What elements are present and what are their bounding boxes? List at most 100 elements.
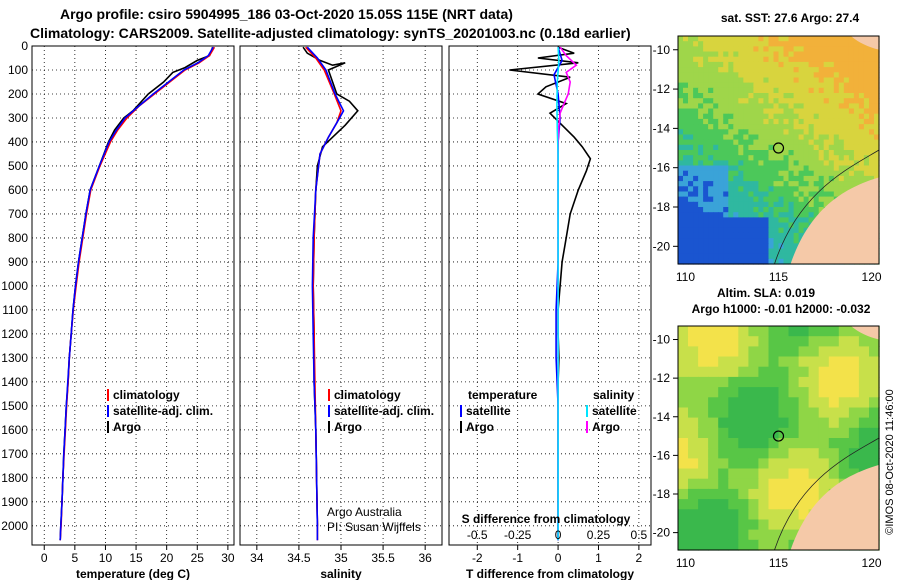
map-cell: [773, 191, 780, 198]
map-cell: [823, 155, 830, 161]
map-cell: [713, 253, 719, 260]
map-cell: [708, 519, 719, 531]
map-cell: [858, 155, 865, 161]
map-cell: [793, 207, 800, 213]
map-cell: [778, 108, 785, 115]
map-cell: [728, 509, 739, 521]
map-cell: [748, 509, 760, 521]
map-cell: [738, 488, 749, 500]
map-cell: [693, 243, 699, 250]
map-cell: [863, 144, 870, 151]
map-cell: [863, 82, 870, 89]
map-cell: [808, 118, 815, 125]
map-cell: [683, 181, 689, 187]
map-cell: [748, 87, 754, 94]
map-cell: [788, 227, 795, 234]
map-cell: [788, 129, 795, 136]
map-cell: [723, 72, 729, 79]
map-cell: [863, 72, 870, 79]
map-cell: [798, 41, 805, 47]
map-cell: [838, 336, 850, 347]
map-cell: [708, 407, 719, 419]
map-cell: [813, 61, 820, 68]
map-cell: [788, 124, 795, 130]
map-cell: [718, 46, 724, 53]
map-cell: [808, 139, 815, 146]
map-cell: [738, 41, 744, 47]
map-cell: [783, 150, 790, 156]
map-cell: [733, 36, 739, 42]
map-cell: [838, 468, 850, 480]
map-cell: [768, 499, 780, 510]
map-cell: [858, 387, 870, 398]
map-cell: [688, 72, 694, 79]
map-cell: [718, 217, 724, 224]
map-cell: [688, 61, 694, 68]
map-cell: [693, 248, 699, 255]
map-cell: [748, 72, 754, 79]
map-cell: [758, 238, 764, 244]
y-tick-label: 1400: [1, 375, 28, 389]
map-cell: [803, 56, 810, 63]
map-cell: [758, 201, 764, 208]
map-cell: [688, 468, 699, 480]
map-cell: [748, 448, 760, 459]
map-cell: [803, 87, 810, 94]
map-cell: [708, 243, 714, 250]
map-cell: [768, 387, 780, 398]
map-cell: [688, 217, 694, 224]
map-cell: [698, 258, 704, 265]
map-cell: [813, 196, 820, 203]
map-cell: [863, 51, 870, 58]
map-cell: [738, 238, 744, 244]
map-cell: [678, 108, 684, 115]
map-cell: [778, 139, 785, 146]
map-y-tick-label: -18: [653, 487, 671, 501]
map-cell: [808, 427, 820, 439]
map-cell: [843, 93, 850, 99]
map-cell: [723, 207, 729, 213]
argo-position-marker: [772, 430, 785, 442]
y-tick-label: 500: [8, 159, 28, 173]
map-cell: [853, 98, 860, 104]
map-cell: [713, 227, 719, 234]
map-cell: [874, 87, 880, 94]
map-cell: [778, 529, 790, 541]
map-cell: [718, 366, 729, 378]
map-cell: [693, 139, 699, 146]
map-cell: [758, 36, 764, 42]
map-cell: [783, 98, 790, 104]
map-cell: [708, 499, 719, 510]
map-cell: [678, 407, 689, 419]
map-cell: [683, 232, 689, 239]
series-line-t-argo: [509, 46, 592, 541]
map-cell: [708, 232, 714, 239]
map-cell: [818, 407, 830, 419]
map-cell: [753, 243, 759, 250]
map-cell: [768, 458, 780, 470]
map-cell: [708, 93, 714, 99]
map-cell: [733, 170, 739, 177]
map-cell: [768, 186, 775, 193]
map-cell: [748, 529, 760, 541]
map-cell: [728, 387, 739, 398]
map-cell: [713, 139, 719, 146]
map-cell: [728, 113, 734, 120]
map-cell: [738, 458, 749, 470]
map-cell: [803, 134, 810, 141]
map-cell: [788, 438, 800, 449]
map-cell: [853, 113, 860, 120]
map-cell: [833, 77, 840, 84]
map-cell: [778, 82, 785, 89]
map-cell: [748, 387, 760, 398]
map-cell: [738, 326, 749, 337]
map-cell: [688, 336, 699, 347]
map-cell: [688, 98, 694, 104]
map-cell: [869, 139, 875, 146]
map-cell: [798, 458, 810, 470]
map-cell: [768, 175, 775, 182]
map-cell: [693, 170, 699, 177]
map-cell: [853, 155, 860, 161]
map-cell: [698, 191, 704, 198]
map-cell: [698, 458, 709, 470]
